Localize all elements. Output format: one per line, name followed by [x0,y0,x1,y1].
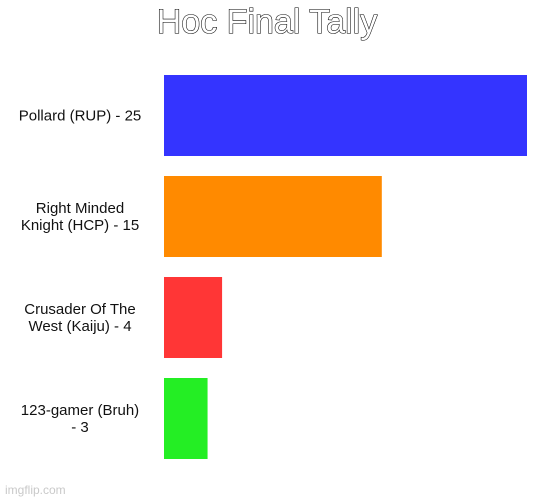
category-label-1: Right Minded Knight (HCP) - 15 [21,200,139,234]
category-label-line: 123-gamer (Bruh) [21,402,139,419]
bar-1 [164,176,382,257]
category-label-3: 123-gamer (Bruh) - 3 [21,402,139,436]
bar-0 [164,75,527,156]
category-label-line: Crusader Of The [24,301,135,318]
category-label-line: Knight (HCP) - 15 [21,217,139,234]
category-label-line: West (Kaiju) - 4 [28,318,131,335]
category-label-line: Right Minded [36,200,124,217]
watermark-text: imgflip.com [5,483,66,497]
bars-group [164,75,527,459]
category-label-line: Pollard (RUP) - 25 [19,108,142,125]
category-label-line: - 3 [71,419,89,436]
chart-title: Hoc Final Tally [157,3,377,41]
bar-3 [164,378,208,459]
category-label-0: Pollard (RUP) - 25 [19,108,142,125]
category-label-2: Crusader Of The West (Kaiju) - 4 [24,301,135,335]
bar-2 [164,277,223,358]
category-labels-group: Pollard (RUP) - 25 Right Minded Knight (HC… [19,108,142,437]
